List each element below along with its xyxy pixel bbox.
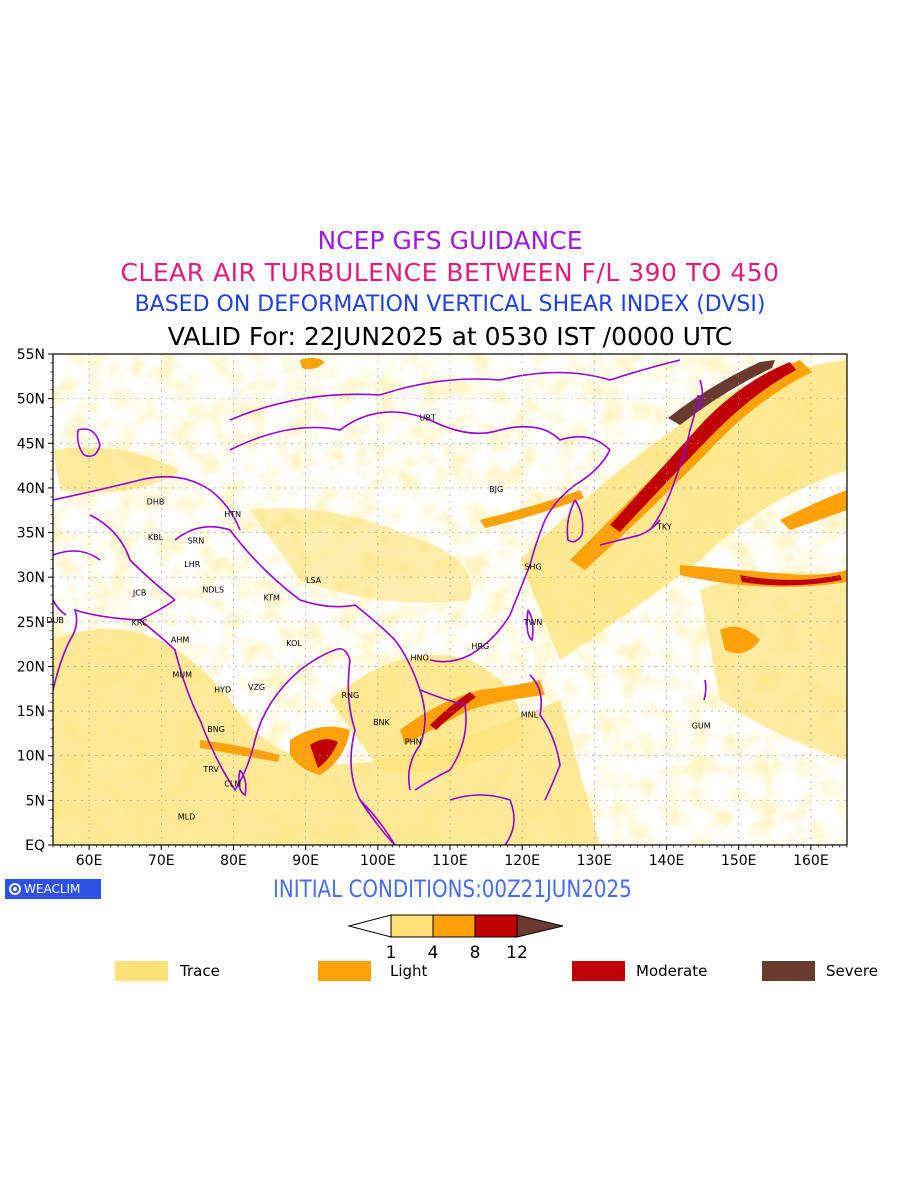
lon-label: 160E (793, 853, 829, 869)
city-label-shg: SHG (524, 562, 541, 571)
lat-label: 5N (26, 793, 45, 809)
lat-label: 25N (17, 615, 45, 631)
city-label-vzg: VZG (248, 683, 265, 692)
city-label-ubt: UBT (420, 413, 436, 422)
colorbar-moderate (474, 914, 518, 938)
colorbar-upper-arrow (516, 914, 564, 938)
city-label-dhb: DHB (147, 497, 165, 506)
city-label-hno: HNO (411, 654, 429, 663)
lat-label: 10N (17, 749, 45, 765)
city-label-htn: HTN (224, 510, 241, 519)
city-label-bng: BNG (207, 725, 225, 734)
title-method: BASED ON DEFORMATION VERTICAL SHEAR INDE… (134, 292, 766, 317)
weaclim-logo: WEACLIM (5, 879, 101, 899)
city-label-phn: PHN (405, 737, 422, 746)
lat-label: 30N (17, 570, 45, 586)
colorbar-trace (390, 914, 434, 938)
city-label-bjg: BJG (489, 485, 503, 494)
lon-label: 130E (577, 853, 613, 869)
latitude-labels: 55N 50N 45N 40N 35N 30N 25N 20N 15N 10N 5N EQ (17, 347, 45, 854)
city-labels: UBT BJG DHB HTN KBL SRN TKY LHR SHG LSA JCB NDLS KTM… (46, 413, 710, 821)
legend-label-moderate: Moderate (636, 962, 708, 980)
city-label-trv: TRV (202, 765, 219, 774)
turbulence-bands (200, 357, 847, 775)
city-label-mum: MUM (172, 670, 192, 679)
lat-label: EQ (25, 838, 45, 854)
legend-swatch-light (318, 961, 371, 981)
colorbar-level: 12 (506, 943, 528, 963)
city-label-mnl: MNL (521, 711, 539, 720)
legend-swatch-moderate (572, 961, 625, 981)
legend-label-light: Light (390, 962, 428, 980)
colorbar-level: 4 (428, 943, 439, 963)
city-label-kbl: KBL (148, 533, 164, 542)
lat-label: 55N (17, 347, 45, 363)
city-label-hyd: HYD (214, 686, 231, 695)
title-valid-time: VALID For: 22JUN2025 at 0530 IST /0000 U… (167, 322, 733, 351)
legend-swatch-trace (115, 961, 168, 981)
city-label-ndls: NDLS (202, 586, 224, 595)
colorbar-lower-arrow (347, 914, 392, 938)
lon-label: 80E (220, 853, 247, 869)
lon-label: 90E (292, 853, 319, 869)
lat-label: 50N (17, 392, 45, 408)
city-label-ktm: KTM (263, 594, 280, 603)
lon-label: 140E (649, 853, 685, 869)
lon-label: 100E (360, 853, 396, 869)
city-label-lhr: LHR (184, 560, 200, 569)
city-label-ahm: AHM (171, 636, 189, 645)
city-label-rng: RNG (342, 691, 360, 700)
lat-label: 20N (17, 659, 45, 675)
city-label-gum: GUM (692, 721, 711, 730)
logo-ring-icon (9, 883, 21, 895)
city-label-mld: MLD (178, 812, 196, 821)
graticule (53, 354, 847, 845)
lat-label: 45N (17, 436, 45, 452)
logo-text: WEACLIM (24, 882, 81, 896)
lon-label: 150E (721, 853, 757, 869)
lon-label: 70E (148, 853, 175, 869)
city-label-twn: TWN (523, 618, 543, 627)
title-model: NCEP GFS GUIDANCE (317, 226, 583, 255)
city-label-clm: CLM (224, 779, 241, 788)
colorbar: 1 4 8 12 (347, 914, 564, 963)
country-borders (53, 359, 707, 845)
legend-label-severe: Severe (826, 962, 878, 980)
lon-label: 60E (76, 853, 103, 869)
city-label-hrg: HRG (471, 642, 489, 651)
lat-label: 15N (17, 704, 45, 720)
city-label-dub: DUB (46, 616, 64, 625)
map-field (53, 354, 847, 845)
lat-label: 40N (17, 481, 45, 497)
city-label-lsa: LSA (306, 576, 322, 585)
city-label-krc: KRC (132, 619, 148, 628)
longitude-labels: 60E 70E 80E 90E 100E 110E 120E 130E 140E 150E 160E (76, 853, 829, 869)
lon-label: 120E (504, 853, 540, 869)
title-product: CLEAR AIR TURBULENCE BETWEEN F/L 390 TO … (120, 258, 780, 287)
city-label-bnk: BNK (373, 718, 390, 727)
city-label-jcb: JCB (132, 588, 146, 597)
legend-label-trace: Trace (180, 962, 220, 980)
initial-conditions: INITIAL CONDITIONS:00Z21JUN2025 (273, 875, 632, 903)
colorbar-level: 1 (386, 943, 397, 963)
city-label-srn: SRN (188, 537, 205, 546)
lon-label: 110E (432, 853, 468, 869)
colorbar-light (432, 914, 476, 938)
city-label-tky: TKY (656, 522, 672, 531)
colorbar-level: 8 (470, 943, 481, 963)
lat-label: 35N (17, 526, 45, 542)
legend-swatch-severe (762, 961, 815, 981)
axis-ticks (48, 353, 848, 850)
city-label-kol: KOL (286, 639, 302, 648)
